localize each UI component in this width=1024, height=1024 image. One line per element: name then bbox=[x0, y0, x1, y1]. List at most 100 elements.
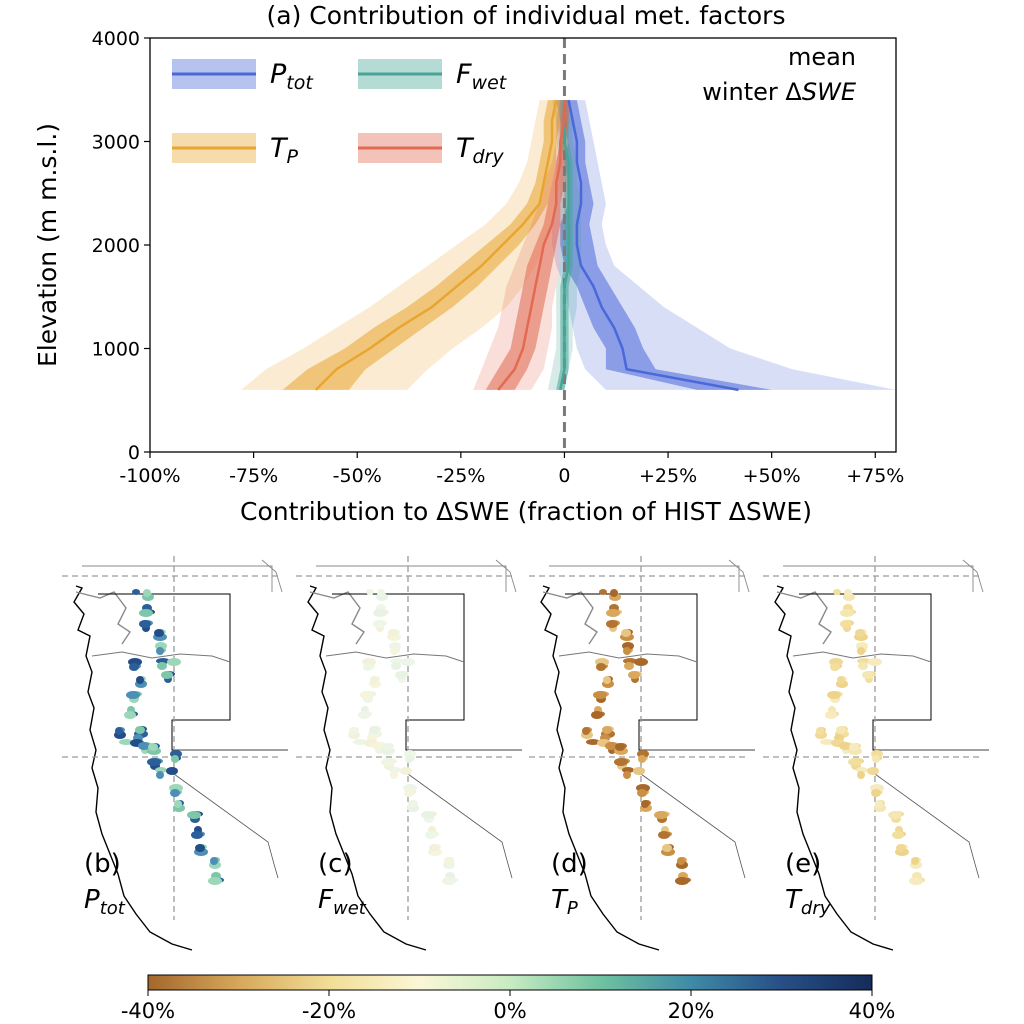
snow-patch bbox=[911, 857, 919, 865]
snow-patch bbox=[161, 671, 173, 679]
state-border-river bbox=[91, 651, 231, 663]
map-variable-label: TP bbox=[551, 885, 578, 919]
x-tick-label: -75% bbox=[229, 465, 278, 487]
colorbar-tick-label: 0% bbox=[493, 999, 526, 1023]
map-panel-label: (b) bbox=[84, 849, 121, 879]
snow-patch bbox=[390, 647, 398, 655]
snow-patch bbox=[119, 739, 133, 745]
x-tick-label: -50% bbox=[333, 465, 382, 487]
snow-patch bbox=[634, 658, 648, 666]
snow-contribution-patches bbox=[581, 589, 691, 885]
snow-patch bbox=[892, 831, 904, 839]
snow-patch bbox=[170, 789, 180, 797]
snow-patch bbox=[139, 620, 151, 628]
snow-patch bbox=[191, 831, 203, 839]
snow-patch bbox=[605, 742, 617, 750]
y-axis-label: Elevation (m m.s.l.) bbox=[33, 123, 62, 367]
canada-border-shoreline bbox=[82, 559, 283, 593]
snow-patch bbox=[836, 726, 846, 734]
snow-patch bbox=[369, 726, 379, 734]
snow-patch bbox=[872, 755, 880, 763]
state-border-river bbox=[792, 651, 932, 663]
map-panel-c: (c) Fwet bbox=[296, 556, 522, 951]
snow-patch bbox=[677, 857, 685, 865]
snow-patch bbox=[599, 589, 607, 595]
median-line-ptot bbox=[567, 99, 739, 392]
snow-patch bbox=[404, 789, 414, 797]
snow-patch bbox=[405, 755, 413, 763]
snow-patch bbox=[408, 800, 416, 808]
map-panel-label: (d) bbox=[551, 849, 588, 879]
snow-patch bbox=[154, 629, 164, 637]
puget-sound-shoreline bbox=[309, 591, 365, 645]
y-tick-label: 2000 bbox=[92, 235, 140, 257]
colorbar: -40% -20% 0% 20% 40% bbox=[121, 974, 895, 1023]
snow-patch bbox=[444, 857, 452, 865]
band-outer-ptot bbox=[552, 100, 896, 390]
snow-patch bbox=[827, 691, 841, 699]
snow-patch bbox=[390, 658, 404, 664]
map-panel-d: (d) TP bbox=[529, 556, 755, 951]
puget-sound-shoreline bbox=[776, 591, 832, 645]
state-borders bbox=[565, 593, 755, 751]
legend-entry-ptot: Ptot bbox=[172, 59, 314, 94]
state-borders bbox=[799, 593, 989, 751]
x-tick-label: +50% bbox=[743, 465, 801, 487]
colorbar-bar bbox=[147, 974, 873, 991]
state-borders bbox=[332, 593, 522, 751]
legend-entry-tp: TP bbox=[172, 133, 299, 168]
snow-patch bbox=[157, 662, 167, 670]
map-panel-label: (c) bbox=[318, 849, 353, 879]
snow-patch bbox=[155, 767, 167, 773]
map-panel-label: (e) bbox=[785, 849, 821, 879]
snow-patch bbox=[166, 767, 178, 775]
snow-patch bbox=[856, 767, 868, 773]
legend-label: Tdry bbox=[456, 133, 504, 168]
snow-patch bbox=[839, 742, 851, 750]
snow-patch bbox=[136, 676, 144, 684]
canada-border-shoreline bbox=[549, 559, 750, 593]
snow-patch bbox=[400, 767, 412, 775]
snow-patch bbox=[353, 739, 367, 745]
snow-patch bbox=[210, 857, 218, 865]
snow-patch bbox=[389, 767, 401, 773]
snow-patch bbox=[167, 658, 181, 666]
snow-patch bbox=[622, 767, 634, 773]
x-axis-label: Contribution to ΔSWE (fraction of HIST Δ… bbox=[240, 497, 812, 526]
snow-patch bbox=[138, 742, 150, 750]
snow-patch bbox=[195, 844, 205, 852]
snow-contribution-patches bbox=[114, 589, 224, 885]
snow-patch bbox=[156, 647, 164, 655]
snow-patch bbox=[388, 629, 398, 637]
snow-patch bbox=[429, 844, 439, 852]
snow-patch bbox=[820, 739, 834, 745]
colorbar-tick-label: 20% bbox=[668, 999, 715, 1023]
snow-patch bbox=[586, 739, 600, 745]
snow-patch bbox=[621, 629, 631, 637]
band-outer-tdry bbox=[473, 100, 569, 390]
median-line-fwet bbox=[559, 100, 570, 391]
legend-entry-tdry: Tdry bbox=[358, 133, 504, 168]
snow-patch bbox=[825, 711, 837, 719]
snow-patch bbox=[641, 800, 649, 808]
snow-patch bbox=[623, 771, 631, 779]
legend: Ptot TP Fwet Tdry bbox=[172, 59, 508, 168]
snow-patch bbox=[603, 676, 611, 684]
snow-patch bbox=[638, 755, 646, 763]
median-line-tdry bbox=[497, 100, 566, 391]
y-tick-label: 4000 bbox=[92, 28, 140, 50]
snow-patch bbox=[857, 647, 865, 655]
snow-patch bbox=[858, 662, 868, 670]
legend-entry-fwet: Fwet bbox=[358, 59, 508, 94]
snow-patch bbox=[421, 811, 435, 819]
snow-patch bbox=[596, 663, 606, 671]
maps-row: (b) Ptot (c) Fwet (d) TP (e) Tdry bbox=[62, 556, 989, 951]
y-tick-label: 1000 bbox=[92, 339, 140, 361]
snow-patch bbox=[857, 658, 871, 664]
snow-patch bbox=[366, 589, 374, 595]
map-variable-label: Fwet bbox=[318, 885, 367, 919]
map-panel-b: (b) Ptot bbox=[62, 556, 288, 951]
snow-patch bbox=[115, 727, 123, 735]
map-variable-label: Tdry bbox=[785, 885, 831, 919]
